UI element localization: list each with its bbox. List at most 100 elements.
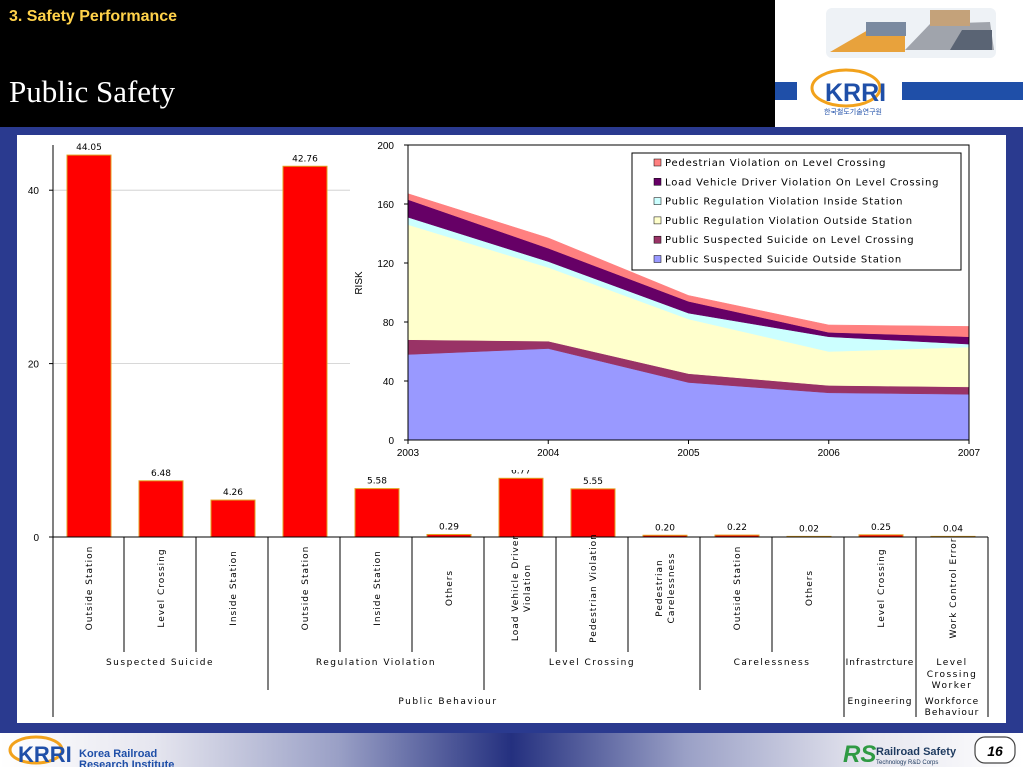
svg-text:Inside Station: Inside Station xyxy=(373,550,383,626)
bar-category-label: Pedestrian Carelessness xyxy=(655,553,677,624)
svg-text:Outside Station: Outside Station xyxy=(301,546,311,631)
group-label-carelessness: Carelessness xyxy=(734,658,811,668)
bar-category-label: Outside Station xyxy=(733,546,743,631)
svg-text:Pedestrian Violation: Pedestrian Violation xyxy=(589,533,599,643)
bar xyxy=(282,165,328,538)
legend-swatch xyxy=(653,235,662,244)
area-y-tick-label: 80 xyxy=(383,318,395,329)
bar-value-label: 4.26 xyxy=(223,488,243,498)
area-y-tick-label: 0 xyxy=(388,436,394,447)
area-y-axis-label: RISK xyxy=(354,271,365,295)
footer-railroad-safety-sub: Technology R&D Corps xyxy=(876,760,938,766)
bar-value-label: 6.77 xyxy=(511,466,531,476)
area-x-tick-label: 2003 xyxy=(397,448,420,459)
bar-category-label: Pedestrian Violation xyxy=(589,533,599,643)
bar-value-label: 0.04 xyxy=(943,524,963,534)
legend-swatch xyxy=(653,197,662,205)
legend-label: Public Regulation Violation Outside Stat… xyxy=(665,216,913,227)
header-stripe-left xyxy=(775,82,797,100)
footer-bar xyxy=(0,733,1023,767)
bar-category-label: Load Vehicle Driver Violation xyxy=(511,535,533,641)
railroad-safety-mark-icon: RS xyxy=(843,741,876,767)
supergroup-label-public-behaviour: Public Behaviour xyxy=(398,697,497,707)
area-chart: 0 40 80 120 160 200 2003 2004 2005 2006 2007 RISK… xyxy=(350,138,990,470)
legend-label: Pedestrian Violation on Level Crossing xyxy=(665,158,886,169)
bar-value-label: 5.55 xyxy=(583,477,603,487)
svg-text:Crossing: Crossing xyxy=(927,670,978,680)
bar-value-label: 42.76 xyxy=(292,154,318,164)
slide-title: Public Safety xyxy=(9,74,176,109)
bar-category-label: Inside Station xyxy=(373,550,383,626)
legend-swatch xyxy=(653,216,662,225)
bar-category-label: Work Control Error xyxy=(949,538,959,639)
svg-text:Behaviour: Behaviour xyxy=(925,708,980,718)
area-y-tick-label: 200 xyxy=(377,141,394,152)
bar-value-label: 5.58 xyxy=(367,477,387,487)
bar xyxy=(210,499,256,538)
bar-y-tick-label: 40 xyxy=(28,186,40,197)
area-legend-item: Public Suspected Suicide on Level Crossi… xyxy=(653,235,914,246)
bar-chart: 0 20 40 44.05 6.48 4.26 42.76 5.58 0.29 6.77 5.55… xyxy=(28,143,989,718)
bar-value-label: 0.29 xyxy=(439,522,459,532)
bar xyxy=(138,480,184,538)
svg-text:Pedestrian: Pedestrian xyxy=(655,559,665,617)
svg-text:Others: Others xyxy=(805,570,815,606)
area-y-tick-label: 40 xyxy=(383,377,395,388)
bar-y-tick-label: 20 xyxy=(28,360,40,371)
footer-railroad-safety: Railroad Safety xyxy=(876,746,957,758)
area-legend xyxy=(631,152,962,271)
svg-text:Workforce: Workforce xyxy=(925,697,979,707)
header-bar: 3. Safety Performance Public Safety xyxy=(0,0,775,127)
svg-text:Level: Level xyxy=(936,658,967,668)
svg-text:Carelessness: Carelessness xyxy=(667,553,677,624)
krri-logo-subtext: 한국철도기술연구원 xyxy=(824,107,882,116)
svg-text:Outside Station: Outside Station xyxy=(85,546,95,631)
legend-swatch xyxy=(653,178,662,186)
bar xyxy=(66,154,112,538)
krri-header-logo: KRRI 한국철도기술연구원 xyxy=(810,68,886,116)
bar-category-label: Outside Station xyxy=(301,546,311,631)
footer-left-logo: KRRI Korea Railroad Research Institute xyxy=(8,735,174,767)
bar-category-label: Others xyxy=(805,570,815,606)
area-legend-item: Public Regulation Violation Outside Stat… xyxy=(653,216,913,227)
legend-swatch xyxy=(653,158,662,167)
page-number: 16 xyxy=(987,743,1003,759)
area-legend-item: Pedestrian Violation on Level Crossing xyxy=(653,158,886,169)
bar xyxy=(498,477,544,538)
train-illustration xyxy=(826,8,996,58)
svg-text:Worker: Worker xyxy=(932,681,973,691)
group-label-regulation-violation: Regulation Violation xyxy=(316,658,436,668)
bar-category-label: Inside Station xyxy=(229,550,239,626)
svg-text:Violation: Violation xyxy=(523,564,533,612)
svg-text:Work Control Error: Work Control Error xyxy=(949,538,959,639)
bar-value-label: 0.25 xyxy=(871,523,891,533)
supergroup-label-engineering: Engineering xyxy=(848,697,913,707)
bar-value-label: 0.02 xyxy=(799,524,819,534)
svg-text:Outside Station: Outside Station xyxy=(733,546,743,631)
category-dividers xyxy=(123,537,989,717)
legend-label: Public Suspected Suicide Outside Station xyxy=(665,255,902,266)
footer-org-line1: Korea Railroad xyxy=(79,748,157,760)
supergroup-label-workforce-behaviour: Workforce Behaviour xyxy=(925,697,980,718)
bar-value-label: 0.20 xyxy=(655,523,675,533)
area-legend-item: Load Vehicle Driver Violation On Level C… xyxy=(653,177,938,188)
area-x-tick-label: 2004 xyxy=(537,448,560,459)
area-x-tick-label: 2006 xyxy=(818,448,841,459)
bar xyxy=(354,488,400,538)
area-x-tick-label: 2007 xyxy=(958,448,981,459)
group-label-level-crossing: Level Crossing xyxy=(549,658,635,668)
page-number-badge xyxy=(974,736,1016,764)
area-y-tick-label: 160 xyxy=(377,200,394,211)
bar-category-label: Level Crossing xyxy=(157,548,167,627)
bar-category-label: Outside Station xyxy=(85,546,95,631)
svg-text:Level Crossing: Level Crossing xyxy=(877,548,887,627)
svg-text:Load Vehicle Driver: Load Vehicle Driver xyxy=(511,535,521,641)
footer-org-line2: Research Institute xyxy=(79,759,174,767)
svg-text:Inside Station: Inside Station xyxy=(229,550,239,626)
bar-value-label: 6.48 xyxy=(151,469,171,479)
area-legend-item: Public Suspected Suicide Outside Station xyxy=(653,255,902,266)
footer-krri-text: KRRI xyxy=(18,742,72,767)
area-legend-item: Public Regulation Violation Inside Stati… xyxy=(653,197,902,208)
bar xyxy=(570,488,616,538)
